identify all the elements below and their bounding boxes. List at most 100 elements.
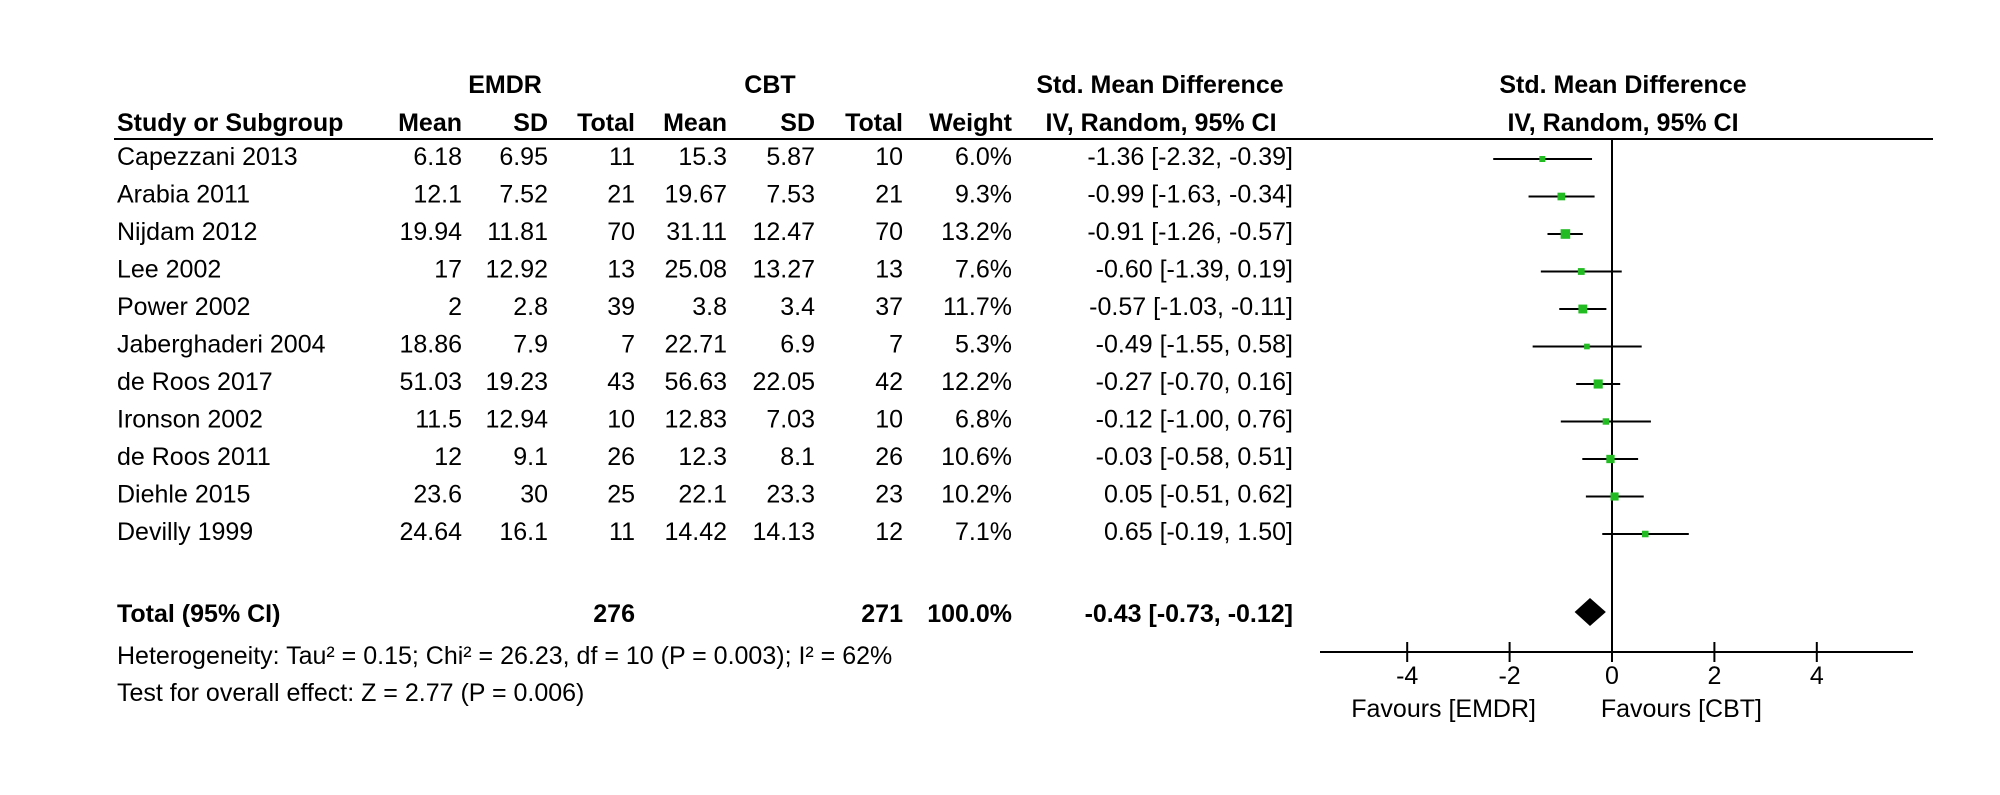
group1-header: EMDR	[468, 71, 542, 99]
study-sd1-cell: 7.52	[499, 181, 548, 209]
study-ci-cell: -0.99 [-1.63, -0.34]	[1087, 181, 1293, 209]
sd2-header: SD	[780, 109, 815, 137]
total-ci: -0.43 [-0.73, -0.12]	[1085, 600, 1293, 628]
study-m2-cell: 14.42	[664, 518, 727, 546]
study-sd1-cell: 2.8	[513, 293, 548, 321]
study-m2-cell: 15.3	[678, 143, 727, 171]
sd1-header: SD	[513, 109, 548, 137]
overall-effect-text: Test for overall effect: Z = 2.77 (P = 0…	[117, 679, 584, 707]
study-n1-cell: 11	[609, 518, 635, 546]
plot-header-sub: IV, Random, 95% CI	[1507, 109, 1738, 137]
study-weight-cell: 9.3%	[955, 181, 1012, 209]
study-m1-cell: 19.94	[399, 218, 462, 246]
mean2-header: Mean	[663, 109, 727, 137]
study-sd2-cell: 5.87	[766, 143, 815, 171]
effect-header-sub: IV, Random, 95% CI	[1045, 109, 1276, 137]
study-n2-cell: 10	[875, 406, 903, 434]
study-m2-cell: 12.3	[678, 443, 727, 471]
study-n2-cell: 26	[875, 443, 903, 471]
x-tick-label: 4	[1810, 662, 1824, 690]
study-ci-cell: -0.91 [-1.26, -0.57]	[1087, 218, 1293, 246]
study-sd1-cell: 12.92	[485, 256, 548, 284]
study-name-cell: Diehle 2015	[117, 481, 250, 509]
study-sd2-cell: 6.9	[780, 331, 815, 359]
study-ci-cell: 0.05 [-0.51, 0.62]	[1104, 481, 1293, 509]
study-n1-cell: 21	[607, 181, 635, 209]
study-sd1-cell: 6.95	[499, 143, 548, 171]
effect-point	[1560, 229, 1571, 239]
study-n2-cell: 42	[875, 368, 903, 396]
study-n1-cell: 10	[607, 406, 635, 434]
study-sd1-cell: 16.1	[499, 518, 548, 546]
study-n1-cell: 13	[607, 256, 635, 284]
study-weight-cell: 11.7%	[943, 293, 1012, 321]
study-ci-cell: -0.12 [-1.00, 0.76]	[1096, 406, 1293, 434]
study-name-cell: Power 2002	[117, 293, 250, 321]
study-ci-cell: -1.36 [-2.32, -0.39]	[1087, 143, 1293, 171]
axis-ticks: -4 -2 0 2 4	[1396, 642, 1824, 690]
x-tick-label: 2	[1707, 662, 1721, 690]
effect-header-top: Std. Mean Difference	[1036, 71, 1283, 99]
study-name-cell: Lee 2002	[117, 256, 221, 284]
study-n2-cell: 23	[875, 481, 903, 509]
study-sd1-cell: 9.1	[513, 443, 548, 471]
study-ci-cell: -0.57 [-1.03, -0.11]	[1089, 293, 1293, 321]
study-m2-cell: 56.63	[664, 368, 727, 396]
study-ci-cell: 0.65 [-0.19, 1.50]	[1104, 518, 1293, 546]
study-m1-cell: 2	[448, 293, 462, 321]
group2-header: CBT	[744, 71, 795, 99]
study-ci-cell: -0.60 [-1.39, 0.19]	[1096, 256, 1293, 284]
study-n1-cell: 43	[607, 368, 635, 396]
total1-header: Total	[577, 109, 635, 137]
total-n2: 271	[861, 600, 903, 628]
study-n1-cell: 26	[607, 443, 635, 471]
study-sd2-cell: 3.4	[780, 293, 815, 321]
study-sd2-cell: 7.53	[766, 181, 815, 209]
study-n2-cell: 21	[875, 181, 903, 209]
study-m1-cell: 24.64	[399, 518, 462, 546]
study-weight-cell: 6.0%	[955, 143, 1012, 171]
x-tick-label: 0	[1605, 662, 1619, 690]
effect-point	[1557, 192, 1566, 201]
x-tick-label: -2	[1498, 662, 1520, 690]
favours-left-label: Favours [EMDR]	[1351, 695, 1536, 723]
study-name-cell: Ironson 2002	[117, 406, 263, 434]
study-n1-cell: 7	[621, 331, 635, 359]
study-weight-cell: 12.2%	[941, 368, 1012, 396]
study-m2-cell: 31.11	[666, 218, 727, 246]
study-sd2-cell: 13.27	[752, 256, 815, 284]
effect-point	[1642, 530, 1649, 538]
study-weight-cell: 7.1%	[955, 518, 1012, 546]
effect-point	[1602, 418, 1610, 425]
study-m2-cell: 22.71	[664, 331, 727, 359]
study-sd1-cell: 19.23	[485, 368, 548, 396]
study-n2-cell: 7	[889, 331, 903, 359]
weight-header: Weight	[929, 109, 1013, 137]
total2-header: Total	[845, 109, 903, 137]
study-name-cell: de Roos 2017	[117, 368, 273, 396]
study-sd2-cell: 12.47	[752, 218, 815, 246]
study-n2-cell: 12	[875, 518, 903, 546]
study-sd2-cell: 22.05	[752, 368, 815, 396]
study-name-cell: Nijdam 2012	[117, 218, 257, 246]
study-header: Study or Subgroup	[117, 109, 343, 137]
mean1-header: Mean	[398, 109, 462, 137]
study-weight-cell: 13.2%	[941, 218, 1012, 246]
study-n1-cell: 39	[607, 293, 635, 321]
study-n2-cell: 37	[875, 293, 903, 321]
study-sd2-cell: 8.1	[780, 443, 815, 471]
effect-point	[1584, 343, 1590, 350]
heterogeneity-text: Heterogeneity: Tau² = 0.15; Chi² = 26.23…	[117, 642, 892, 670]
study-n1-cell: 11	[609, 143, 635, 171]
study-m2-cell: 22.1	[678, 481, 727, 509]
study-m1-cell: 12	[434, 443, 462, 471]
study-weight-cell: 7.6%	[955, 256, 1012, 284]
study-sd2-cell: 14.13	[752, 518, 815, 546]
study-m1-cell: 11.5	[415, 406, 462, 434]
effect-point	[1577, 268, 1585, 275]
study-name-cell: Devilly 1999	[117, 518, 253, 546]
total-weight: 100.0%	[927, 600, 1012, 628]
study-n1-cell: 25	[607, 481, 635, 509]
effect-point	[1606, 454, 1615, 464]
